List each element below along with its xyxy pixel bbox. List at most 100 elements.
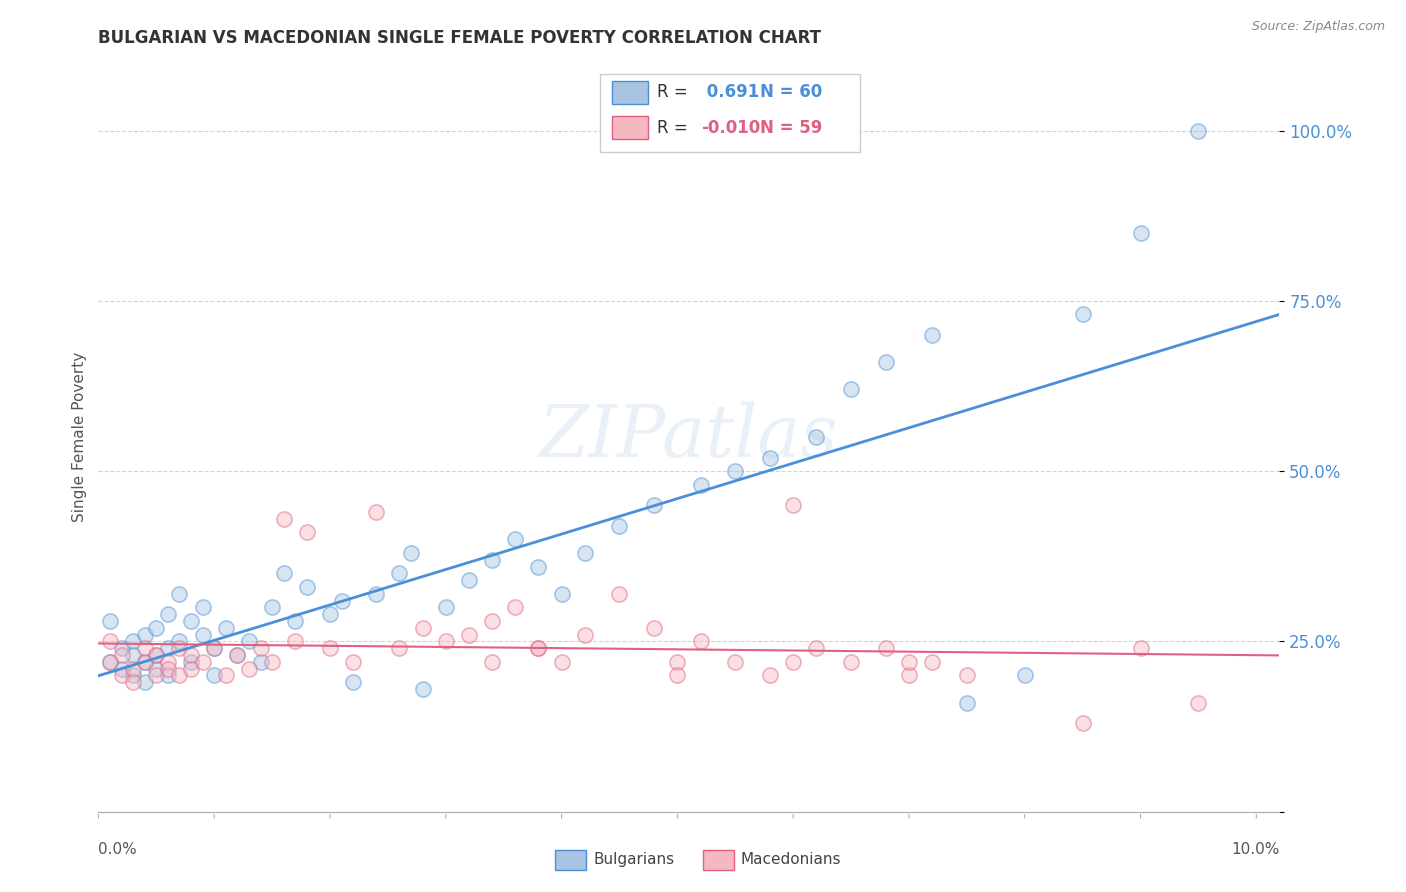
Point [169, 641, 191, 656]
Point [1071, 716, 1094, 731]
Point [202, 641, 225, 656]
Point [458, 627, 481, 641]
Point [724, 655, 747, 669]
Point [284, 634, 307, 648]
Point [574, 546, 596, 560]
Point [238, 662, 260, 676]
Y-axis label: Single Female Poverty: Single Female Poverty [72, 352, 87, 522]
Point [574, 627, 596, 641]
Point [366, 587, 388, 601]
Point [609, 587, 631, 601]
Point [249, 641, 271, 656]
Point [145, 648, 167, 662]
Text: -0.010: -0.010 [700, 119, 761, 136]
Point [1187, 696, 1209, 710]
Point [399, 546, 422, 560]
Point [180, 662, 202, 676]
Point [550, 655, 572, 669]
Point [839, 655, 862, 669]
Point [145, 621, 167, 635]
Text: R =: R = [657, 119, 693, 136]
Point [134, 627, 156, 641]
Point [122, 634, 145, 648]
Point [503, 533, 526, 547]
Point [98, 634, 121, 648]
Point [550, 587, 572, 601]
Point [156, 641, 179, 656]
Point [366, 505, 388, 519]
Point [215, 668, 238, 682]
Point [609, 518, 631, 533]
Point [295, 580, 318, 594]
Point [1129, 226, 1152, 240]
Point [1071, 308, 1094, 322]
Point [666, 668, 689, 682]
Point [169, 634, 191, 648]
Point [226, 648, 249, 662]
Point [875, 355, 897, 369]
Point [342, 655, 364, 669]
Point [110, 641, 132, 656]
Point [156, 662, 179, 676]
Point [527, 641, 550, 656]
Point [481, 655, 503, 669]
Point [956, 696, 979, 710]
Point [191, 600, 214, 615]
Text: 0.0%: 0.0% [98, 842, 138, 857]
FancyBboxPatch shape [600, 74, 860, 153]
Text: BULGARIAN VS MACEDONIAN SINGLE FEMALE POVERTY CORRELATION CHART: BULGARIAN VS MACEDONIAN SINGLE FEMALE PO… [98, 29, 821, 47]
Point [1129, 641, 1152, 656]
Point [782, 498, 804, 512]
Point [156, 655, 179, 669]
Point [527, 559, 550, 574]
Point [689, 634, 711, 648]
Point [191, 627, 214, 641]
Text: Macedonians: Macedonians [741, 853, 841, 867]
Point [134, 675, 156, 690]
Point [110, 648, 132, 662]
Point [897, 655, 920, 669]
Text: 0.691: 0.691 [700, 84, 759, 102]
Point [839, 383, 862, 397]
Point [724, 464, 747, 478]
Point [134, 641, 156, 656]
Point [412, 682, 434, 697]
Point [134, 655, 156, 669]
Point [169, 587, 191, 601]
Point [458, 573, 481, 587]
Point [180, 655, 202, 669]
Point [156, 668, 179, 682]
Point [527, 641, 550, 656]
Point [503, 600, 526, 615]
Point [110, 668, 132, 682]
Point [434, 600, 457, 615]
Point [759, 668, 782, 682]
Text: N = 60: N = 60 [759, 84, 823, 102]
Point [249, 655, 271, 669]
Point [1014, 668, 1036, 682]
Point [180, 648, 202, 662]
Point [202, 668, 225, 682]
Point [284, 614, 307, 628]
Point [319, 641, 342, 656]
Point [897, 668, 920, 682]
Point [191, 655, 214, 669]
Point [806, 430, 828, 444]
Point [98, 655, 121, 669]
Point [226, 648, 249, 662]
Point [145, 662, 167, 676]
Point [759, 450, 782, 465]
Point [215, 621, 238, 635]
Point [202, 641, 225, 656]
Point [875, 641, 897, 656]
Text: Bulgarians: Bulgarians [593, 853, 675, 867]
Text: 10.0%: 10.0% [1232, 842, 1279, 857]
Point [330, 593, 353, 607]
Point [956, 668, 979, 682]
Text: ZIPatlas: ZIPatlas [538, 401, 839, 473]
Point [273, 512, 295, 526]
Point [388, 566, 411, 581]
Point [295, 525, 318, 540]
Point [110, 662, 132, 676]
Text: Source: ZipAtlas.com: Source: ZipAtlas.com [1251, 20, 1385, 33]
